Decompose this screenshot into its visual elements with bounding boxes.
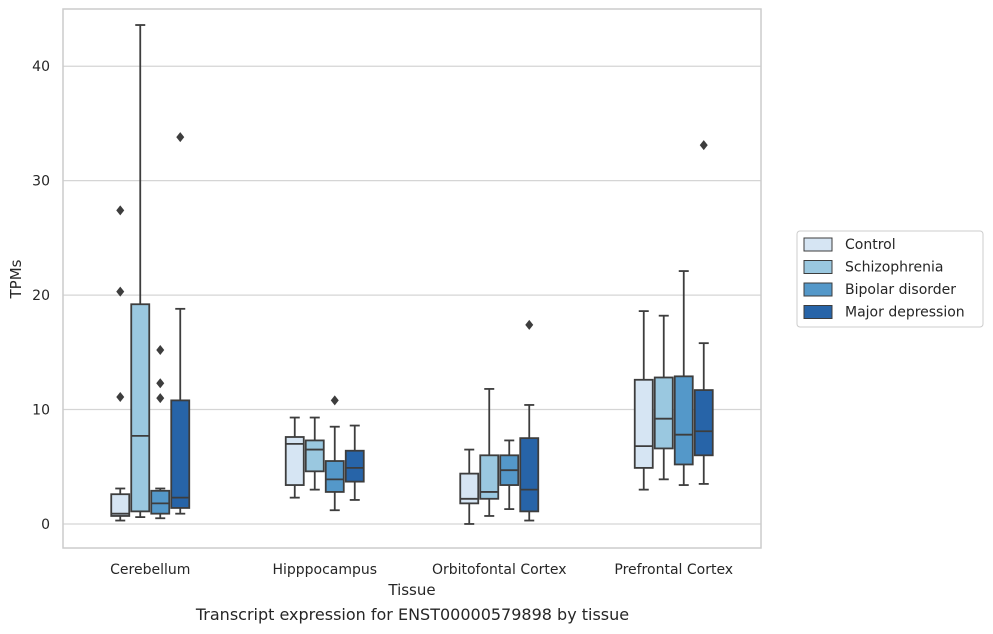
legend-swatch [803, 282, 833, 297]
legend-label: Bipolar disorder [845, 282, 956, 298]
box-major-depression [693, 140, 714, 485]
box-iqr [459, 472, 480, 505]
x-axis-ticks: Cerebellum Hipppocampus Orbitofontal Corte… [110, 562, 733, 578]
y-tick-label: 40 [32, 59, 50, 75]
box-iqr [284, 436, 305, 486]
box-schizophrenia [304, 416, 325, 491]
box-iqr [693, 389, 714, 457]
box-iqr [633, 378, 654, 469]
box-control [284, 416, 305, 499]
y-tick-label: 0 [41, 517, 50, 533]
y-tick-label: 30 [32, 174, 50, 190]
box-groups [110, 24, 714, 525]
box-bipolar-disorder [673, 270, 694, 486]
box-control [633, 310, 654, 491]
legend-frame [796, 230, 984, 328]
box-bipolar-disorder [150, 345, 171, 520]
box-control [459, 448, 480, 525]
y-axis-title: TPMs [7, 259, 25, 299]
legend-swatch [803, 260, 833, 274]
box-iqr [344, 449, 365, 483]
box-bipolar-disorder [324, 395, 345, 512]
outlier-marker [116, 286, 125, 297]
box-iqr [304, 439, 325, 473]
box-schizophrenia [653, 314, 674, 481]
box-iqr [673, 375, 694, 466]
legend-label: Control [845, 237, 896, 253]
outlier-marker [176, 132, 185, 143]
box-bipolar-disorder [499, 439, 520, 510]
box-schizophrenia [130, 24, 151, 519]
box-iqr [324, 460, 345, 493]
outlier-marker [525, 319, 534, 330]
box-major-depression [344, 424, 365, 501]
box-schizophrenia [479, 388, 500, 517]
box-control [110, 205, 131, 522]
y-tick-label: 20 [32, 288, 50, 304]
outlier-marker [699, 140, 708, 151]
x-tick-label: Cerebellum [110, 562, 190, 578]
box-iqr [519, 437, 540, 513]
legend-label: Major depression [845, 305, 965, 321]
legend-label: Schizophrenia [845, 260, 943, 276]
x-tick-label: Orbitofontal Cortex [432, 562, 567, 578]
x-tick-label: Prefrontal Cortex [614, 562, 733, 578]
outlier-marker [330, 395, 339, 406]
grid-lines [63, 65, 761, 525]
legend: Control Schizophrenia Bipolar disorder Majo… [796, 230, 984, 328]
x-axis-title: Tissue [387, 581, 435, 599]
plot-frame [62, 8, 762, 549]
box-major-depression [519, 319, 540, 522]
outlier-marker [116, 205, 125, 216]
box-iqr [130, 303, 151, 513]
box-iqr [150, 489, 171, 515]
box-iqr [170, 399, 191, 509]
outlier-marker [156, 393, 165, 404]
box-iqr [479, 454, 500, 500]
box-major-depression [170, 132, 191, 515]
x-tick-label: Hipppocampus [272, 562, 377, 578]
y-tick-label: 10 [32, 403, 50, 419]
legend-swatch [803, 237, 833, 252]
outlier-marker [156, 345, 165, 356]
outlier-marker [156, 378, 165, 389]
outlier-marker [116, 391, 125, 402]
chart-caption: Transcript expression for ENST0000057989… [195, 605, 630, 624]
box-iqr [110, 493, 131, 517]
legend-swatch [803, 305, 833, 319]
box-iqr [653, 376, 674, 450]
y-axis-ticks: 0 10 20 30 40 [32, 59, 50, 533]
